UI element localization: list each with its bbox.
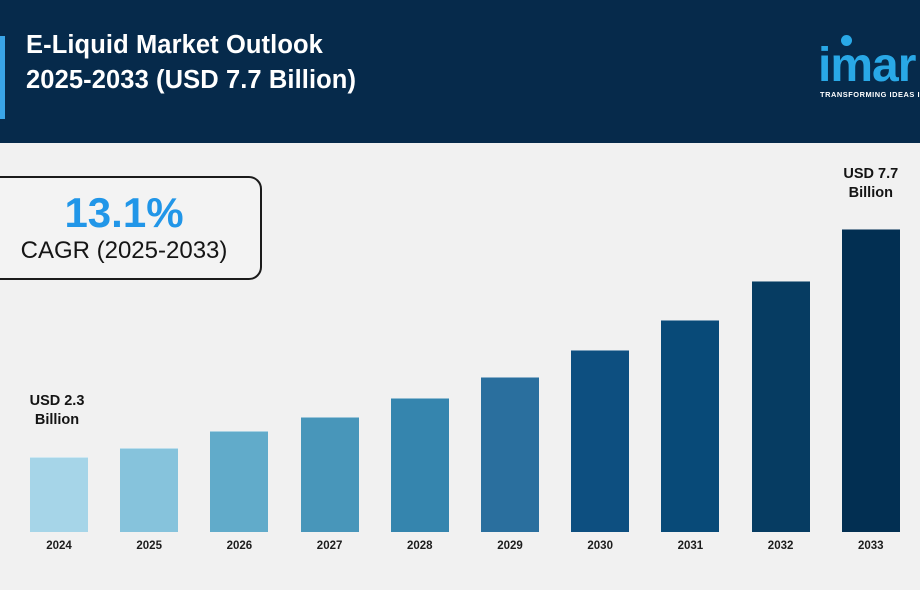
header-banner: E-Liquid Market Outlook 2025-2033 (USD 7… xyxy=(0,0,920,143)
x-axis-label-2031: 2031 xyxy=(677,540,704,552)
imarc-logo: imar TRANSFORMING IDEAS INTO xyxy=(818,28,920,104)
title-line-1: E-Liquid Market Outlook xyxy=(26,31,323,59)
x-axis-label-2029: 2029 xyxy=(497,540,523,552)
bar-2030 xyxy=(571,350,630,532)
bar-2027 xyxy=(300,417,359,532)
bar-2032 xyxy=(751,281,810,532)
header-accent-bar xyxy=(0,36,5,119)
bar-2026 xyxy=(210,431,269,532)
title-line-2: 2025-2033 (USD 7.7 Billion) xyxy=(26,66,357,94)
x-axis-label-2025: 2025 xyxy=(136,540,162,552)
x-axis-label-2030: 2030 xyxy=(587,540,613,552)
start-annotation-line-2: Billion xyxy=(34,411,80,428)
logo-tagline: TRANSFORMING IDEAS INTO xyxy=(820,90,920,99)
logo-wordmark: imar xyxy=(818,39,916,92)
end-annotation-line-1: USD 7.7 xyxy=(843,166,899,182)
logo-dot-icon xyxy=(841,35,852,46)
x-axis-label-2026: 2026 xyxy=(226,540,253,552)
x-axis-label-2033: 2033 xyxy=(858,540,884,552)
bar-2033 xyxy=(841,229,900,532)
x-axis-label-2024: 2024 xyxy=(46,540,72,552)
cagr-callout-box: 13.1% CAGR (2025-2033) xyxy=(0,176,262,280)
x-axis-label-2028: 2028 xyxy=(407,540,433,552)
end-value-annotation: USD 7.7 Billion xyxy=(816,165,920,202)
bar-2024 xyxy=(30,457,88,532)
start-annotation-line-1: USD 2.3 xyxy=(29,393,85,409)
page-title: E-Liquid Market Outlook 2025-2033 (USD 7… xyxy=(26,28,646,98)
cagr-value: 13.1% xyxy=(64,189,184,236)
x-axis-label-2027: 2027 xyxy=(316,540,343,552)
cagr-label: CAGR (2025-2033) xyxy=(20,237,228,264)
x-axis-label-2032: 2032 xyxy=(767,540,794,552)
bar-2031 xyxy=(661,320,720,532)
end-annotation-line-2: Billion xyxy=(848,184,893,201)
bar-2025 xyxy=(120,448,179,532)
bar-2028 xyxy=(390,398,449,532)
bar-2029 xyxy=(481,377,539,532)
start-value-annotation: USD 2.3 Billion xyxy=(2,392,112,429)
